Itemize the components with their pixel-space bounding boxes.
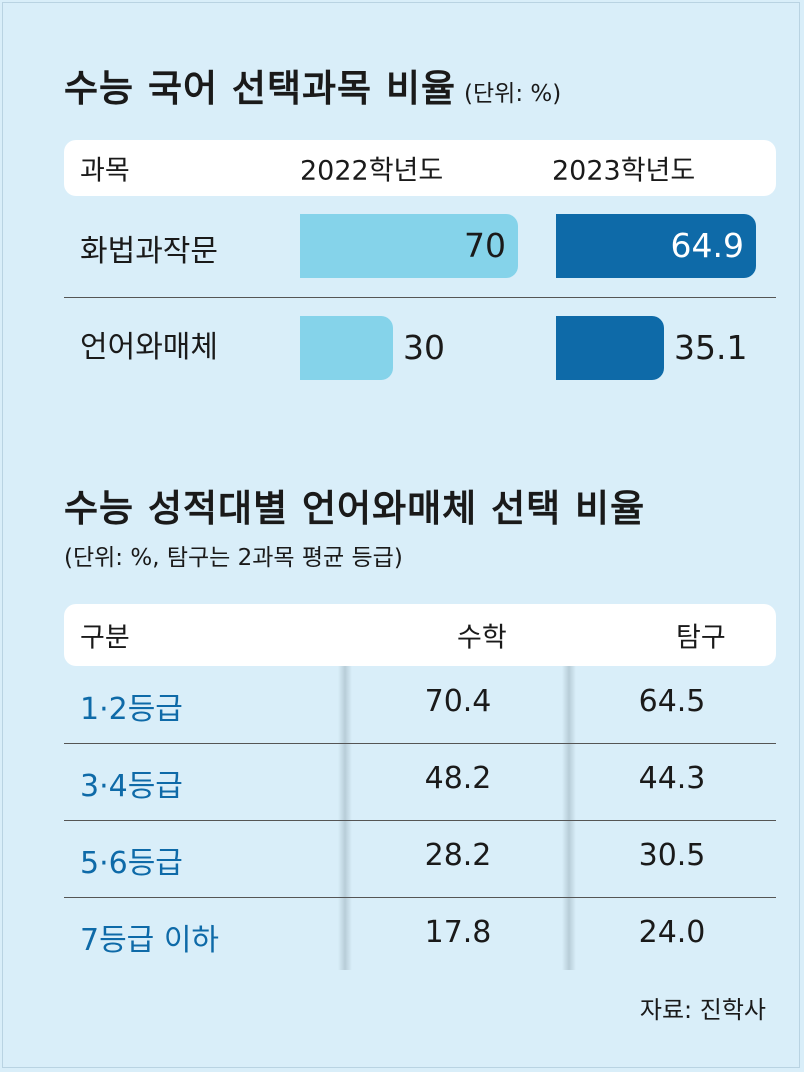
bar-value-label: 30 xyxy=(403,328,445,367)
bar-2023-2 xyxy=(556,316,664,380)
header-subject: 과목 xyxy=(80,155,130,187)
inquiry-value: 30.5 xyxy=(638,838,706,873)
math-value: 28.2 xyxy=(424,838,492,873)
bar-value-label: 70 xyxy=(464,226,506,265)
column-separator xyxy=(562,604,576,970)
grade-label: 7등급 이하 xyxy=(80,923,220,958)
inquiry-value: 24.0 xyxy=(638,915,706,950)
column-separator xyxy=(338,604,352,970)
grade-label: 3·4등급 xyxy=(80,769,183,804)
category-label: 언어와매체 xyxy=(80,330,218,365)
table-unit-note: (단위: %, 탐구는 2과목 평균 등급) xyxy=(64,545,403,571)
header-category: 구분 xyxy=(80,622,130,654)
math-value: 48.2 xyxy=(424,761,492,796)
table-header: 구분 수학 탐구 xyxy=(64,604,776,666)
bar-chart-header: 과목 2022학년도 2023학년도 xyxy=(64,140,776,196)
math-value: 17.8 xyxy=(424,915,492,950)
inquiry-value: 64.5 xyxy=(638,684,706,719)
bar-value-label: 64.9 xyxy=(670,226,744,265)
row-divider xyxy=(64,897,776,898)
row-divider xyxy=(64,820,776,821)
table-title: 수능 성적대별 언어와매체 선택 비율 xyxy=(64,487,646,530)
unit-note: (단위: %) xyxy=(464,81,562,107)
header-math: 수학 xyxy=(457,622,507,654)
bar-2023-1 xyxy=(556,214,756,278)
header-2022: 2022학년도 xyxy=(300,155,444,187)
grade-label: 1·2등급 xyxy=(80,692,183,727)
bar-value-label: 35.1 xyxy=(674,328,748,367)
inquiry-value: 44.3 xyxy=(638,761,706,796)
source-note: 자료: 진학사 xyxy=(639,996,766,1024)
bar-2022-1 xyxy=(300,214,518,278)
chart-title-text: 수능 국어 선택과목 비율 xyxy=(64,67,457,110)
header-inquiry: 탐구 xyxy=(676,622,726,654)
row-divider xyxy=(64,743,776,744)
category-label: 화법과작문 xyxy=(80,234,218,269)
chart-title: 수능 국어 선택과목 비율 (단위: %) xyxy=(64,58,561,112)
row-divider xyxy=(64,297,776,298)
bar-2022-2 xyxy=(300,316,393,380)
grade-label: 5·6등급 xyxy=(80,846,183,881)
header-2023: 2023학년도 xyxy=(552,155,696,187)
math-value: 70.4 xyxy=(424,684,492,719)
